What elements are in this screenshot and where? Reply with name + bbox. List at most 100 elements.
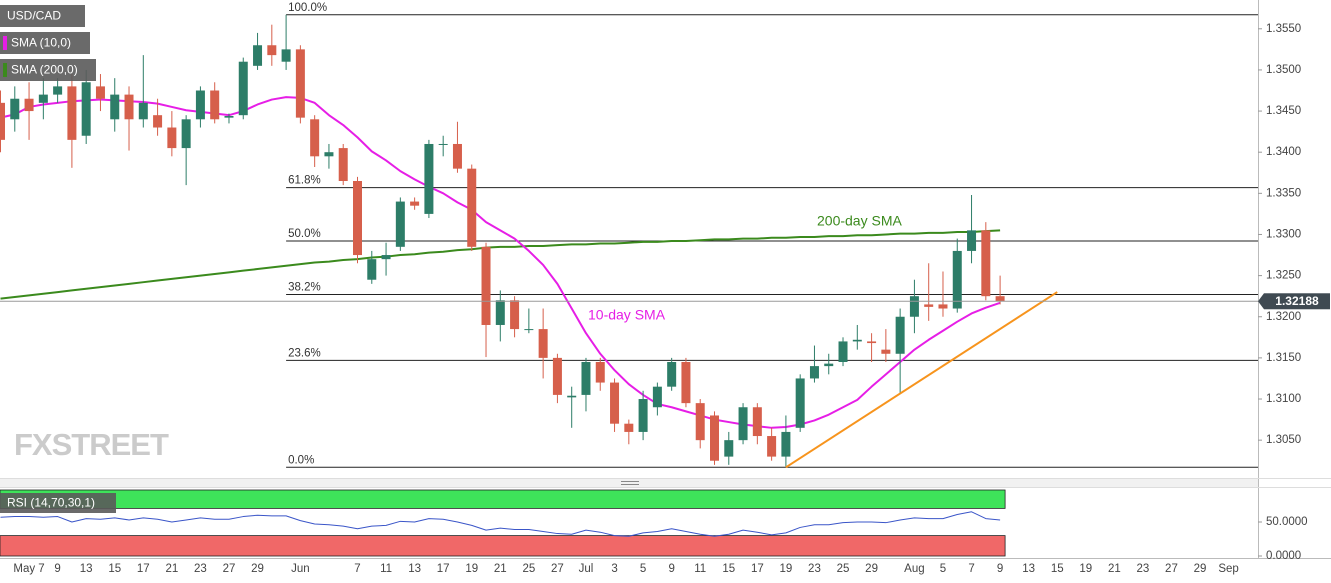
x-tick-label: Jun: [291, 563, 310, 575]
candle-body: [424, 143, 434, 214]
legend-box[interactable]: [0, 32, 90, 54]
candle-body: [881, 349, 891, 354]
trendline: [785, 291, 1058, 469]
candle-body: [167, 127, 177, 149]
y-tick-label: 1.3250: [1266, 270, 1301, 282]
x-tick-label: 15: [722, 563, 735, 575]
candle-body: [667, 361, 677, 387]
candle-body: [438, 143, 448, 145]
candle-body: [353, 180, 362, 256]
x-tick-label: 9: [668, 563, 674, 575]
x-tick-label: 11: [380, 563, 392, 575]
candle-body: [53, 86, 63, 95]
candle-body: [809, 366, 819, 379]
x-tick-label: 21: [1108, 563, 1121, 575]
price-tag-pointer: [1258, 293, 1264, 310]
candle-body: [952, 250, 962, 309]
y-tick-label: 1.3200: [1266, 311, 1301, 323]
candle-body: [895, 316, 905, 354]
rsi-tick-label: 0.0000: [1266, 550, 1301, 562]
pane-divider[interactable]: [0, 479, 1258, 487]
candle-body: [95, 86, 105, 99]
candle-body: [224, 116, 234, 118]
x-tick-label: 13: [1022, 563, 1035, 575]
candle-body: [124, 94, 134, 120]
candle-body: [567, 395, 577, 398]
x-tick-label: 19: [465, 563, 478, 575]
x-tick-label: 23: [808, 563, 821, 575]
x-tick-label: 25: [837, 563, 850, 575]
candle-body: [681, 361, 691, 404]
candle-body: [195, 90, 205, 120]
candle-body: [538, 329, 548, 358]
watermark: FXSTREET: [14, 427, 169, 462]
candle-body: [310, 119, 320, 157]
candle-body: [138, 102, 148, 120]
x-tick-label: Jul: [579, 563, 594, 575]
candle-body: [410, 201, 420, 206]
candle-body: [381, 255, 391, 260]
y-tick-label: 1.3450: [1266, 105, 1301, 117]
x-tick-label: Aug: [904, 563, 924, 575]
fib-label: 100.0%: [288, 2, 327, 14]
x-tick-label: 5: [640, 563, 646, 575]
price-tag: [1264, 293, 1330, 310]
x-tick-label: 27: [551, 563, 564, 575]
candle-body: [24, 98, 34, 112]
x-tick-label: 13: [408, 563, 421, 575]
fib-label: 0.0%: [288, 454, 314, 466]
candle-body: [724, 440, 734, 457]
candle-body: [838, 341, 848, 362]
x-tick-label: 17: [137, 563, 150, 575]
x-tick-label: 9: [54, 563, 60, 575]
candle-body: [367, 259, 377, 280]
legend-box[interactable]: [0, 59, 96, 81]
legend-symbol: USD/CAD: [7, 9, 61, 23]
x-tick-label: 29: [865, 563, 878, 575]
legend-entry: SMA (10,0): [11, 36, 71, 50]
x-tick-label: Sep: [1218, 563, 1238, 575]
x-tick-label: 27: [223, 563, 236, 575]
y-tick-label: 1.3300: [1266, 229, 1301, 241]
candle-body: [967, 230, 977, 251]
candle-body: [524, 329, 534, 331]
annotation: 10-day SMA: [588, 307, 666, 323]
candle-body: [995, 296, 1005, 302]
y-tick-label: 1.3150: [1266, 352, 1301, 364]
candle-body: [181, 119, 191, 149]
legend-box[interactable]: [0, 5, 85, 27]
rsi-upper-band: [0, 489, 1006, 509]
candle-body: [324, 152, 334, 157]
y-tick-label: 1.3050: [1266, 434, 1301, 446]
candle-body: [481, 246, 491, 325]
fib-label: 38.2%: [288, 282, 321, 294]
y-tick-label: 1.3400: [1266, 146, 1301, 158]
candle-body: [452, 143, 462, 169]
x-tick-label: 29: [1194, 563, 1207, 575]
annotation: 200-day SMA: [817, 213, 902, 229]
candle-body: [153, 115, 163, 128]
indicator-box[interactable]: [0, 493, 116, 513]
y-tick-label: 1.3350: [1266, 187, 1301, 199]
candle-body: [752, 407, 762, 437]
candle-body: [909, 296, 919, 317]
candle-body: [938, 304, 948, 309]
candle-body: [267, 45, 277, 56]
x-tick-label: 11: [694, 563, 706, 575]
y-tick-label: 1.3550: [1266, 23, 1301, 35]
x-tick-label: 21: [165, 563, 178, 575]
candle-body: [795, 378, 805, 428]
x-tick-label: 7: [968, 563, 974, 575]
x-tick-label: 15: [108, 563, 121, 575]
sma-line: [0, 96, 1001, 429]
y-tick-label: 1.3500: [1266, 64, 1301, 76]
y-tick-label: 1.3100: [1266, 393, 1301, 405]
candle-body: [10, 98, 20, 120]
legend-swatch: [3, 36, 7, 50]
candle-body: [824, 363, 834, 367]
x-tick-label: 17: [437, 563, 450, 575]
candle-body: [281, 49, 291, 62]
candle-body: [38, 94, 48, 103]
